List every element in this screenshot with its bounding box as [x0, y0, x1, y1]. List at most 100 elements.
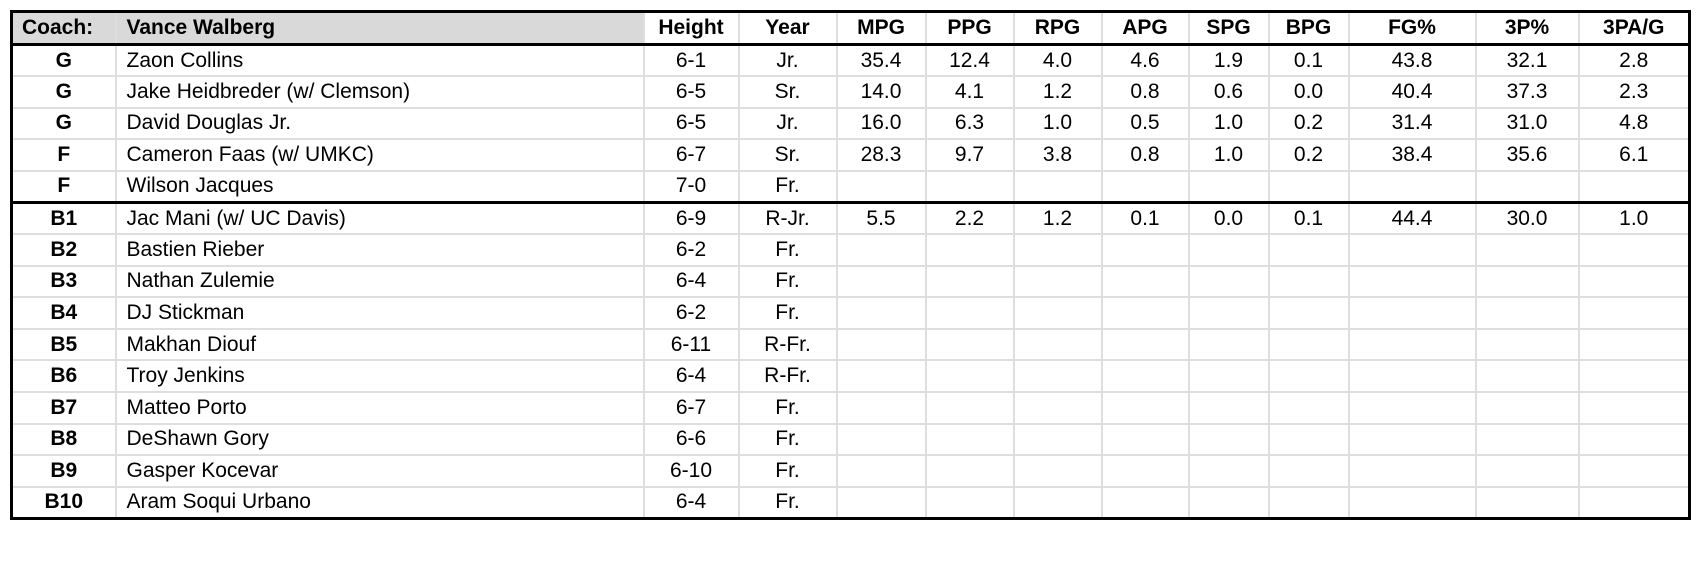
mpg-cell[interactable] — [835, 264, 927, 299]
bpg-cell[interactable] — [1267, 485, 1350, 520]
spg-cell[interactable] — [1187, 454, 1270, 488]
height-cell[interactable]: 6-7 — [642, 391, 740, 425]
column-header-height[interactable]: Height — [642, 10, 740, 46]
ppg-cell[interactable] — [924, 359, 1015, 394]
position-cell[interactable]: B6 — [10, 359, 117, 394]
ppg-cell[interactable] — [924, 296, 1015, 330]
player-name-cell[interactable]: Matteo Porto — [114, 391, 645, 425]
column-header-apg[interactable]: APG — [1100, 10, 1190, 46]
position-cell[interactable]: B5 — [10, 327, 117, 362]
spg-cell[interactable] — [1187, 327, 1270, 362]
year-cell[interactable]: Fr. — [737, 233, 838, 267]
fg-pct-cell[interactable]: 38.4 — [1347, 138, 1477, 172]
year-cell[interactable]: Jr. — [737, 106, 838, 141]
ppg-cell[interactable] — [924, 233, 1015, 267]
apg-cell[interactable] — [1100, 327, 1190, 362]
column-header-ppg[interactable]: PPG — [924, 10, 1015, 46]
3pa-g-cell[interactable] — [1577, 233, 1691, 267]
ppg-cell[interactable] — [924, 485, 1015, 520]
mpg-cell[interactable] — [835, 454, 927, 488]
bpg-cell[interactable]: 0.1 — [1267, 201, 1350, 236]
player-name-cell[interactable]: Bastien Rieber — [114, 233, 645, 267]
coach-name-cell[interactable]: Vance Walberg — [114, 10, 645, 46]
3pa-g-cell[interactable] — [1577, 327, 1691, 362]
year-cell[interactable]: R-Fr. — [737, 359, 838, 394]
spg-cell[interactable] — [1187, 485, 1270, 520]
height-cell[interactable]: 6-5 — [642, 106, 740, 141]
3p-pct-cell[interactable] — [1474, 485, 1580, 520]
3pa-g-cell[interactable] — [1577, 454, 1691, 488]
rpg-cell[interactable] — [1012, 454, 1103, 488]
fg-pct-cell[interactable]: 40.4 — [1347, 75, 1477, 109]
ppg-cell[interactable]: 4.1 — [924, 75, 1015, 109]
3pa-g-cell[interactable] — [1577, 485, 1691, 520]
position-cell[interactable]: B8 — [10, 422, 117, 457]
year-cell[interactable]: Sr. — [737, 75, 838, 109]
position-cell[interactable]: G — [10, 43, 117, 78]
rpg-cell[interactable]: 1.2 — [1012, 75, 1103, 109]
fg-pct-cell[interactable] — [1347, 327, 1477, 362]
position-cell[interactable]: G — [10, 75, 117, 109]
3p-pct-cell[interactable] — [1474, 391, 1580, 425]
player-name-cell[interactable]: Wilson Jacques — [114, 169, 645, 204]
height-cell[interactable]: 6-2 — [642, 296, 740, 330]
bpg-cell[interactable] — [1267, 391, 1350, 425]
spg-cell[interactable] — [1187, 359, 1270, 394]
bpg-cell[interactable]: 0.2 — [1267, 138, 1350, 172]
apg-cell[interactable] — [1100, 233, 1190, 267]
mpg-cell[interactable] — [835, 296, 927, 330]
spg-cell[interactable] — [1187, 264, 1270, 299]
3pa-g-cell[interactable] — [1577, 359, 1691, 394]
3p-pct-cell[interactable]: 32.1 — [1474, 43, 1580, 78]
apg-cell[interactable]: 0.1 — [1100, 201, 1190, 236]
bpg-cell[interactable]: 0.1 — [1267, 43, 1350, 78]
apg-cell[interactable] — [1100, 359, 1190, 394]
3pa-g-cell[interactable]: 2.8 — [1577, 43, 1691, 78]
apg-cell[interactable]: 4.6 — [1100, 43, 1190, 78]
apg-cell[interactable]: 0.8 — [1100, 75, 1190, 109]
height-cell[interactable]: 6-7 — [642, 138, 740, 172]
bpg-cell[interactable] — [1267, 264, 1350, 299]
player-name-cell[interactable]: David Douglas Jr. — [114, 106, 645, 141]
height-cell[interactable]: 6-1 — [642, 43, 740, 78]
rpg-cell[interactable] — [1012, 169, 1103, 204]
bpg-cell[interactable] — [1267, 422, 1350, 457]
rpg-cell[interactable] — [1012, 359, 1103, 394]
spg-cell[interactable] — [1187, 233, 1270, 267]
year-cell[interactable]: R-Jr. — [737, 201, 838, 236]
spg-cell[interactable]: 1.9 — [1187, 43, 1270, 78]
3p-pct-cell[interactable] — [1474, 454, 1580, 488]
3pa-g-cell[interactable] — [1577, 264, 1691, 299]
3p-pct-cell[interactable]: 30.0 — [1474, 201, 1580, 236]
3p-pct-cell[interactable]: 35.6 — [1474, 138, 1580, 172]
year-cell[interactable]: Sr. — [737, 138, 838, 172]
player-name-cell[interactable]: Nathan Zulemie — [114, 264, 645, 299]
fg-pct-cell[interactable] — [1347, 359, 1477, 394]
3pa-g-cell[interactable]: 4.8 — [1577, 106, 1691, 141]
ppg-cell[interactable]: 9.7 — [924, 138, 1015, 172]
rpg-cell[interactable] — [1012, 296, 1103, 330]
fg-pct-cell[interactable] — [1347, 264, 1477, 299]
height-cell[interactable]: 6-9 — [642, 201, 740, 236]
ppg-cell[interactable]: 2.2 — [924, 201, 1015, 236]
year-cell[interactable]: R-Fr. — [737, 327, 838, 362]
fg-pct-cell[interactable]: 31.4 — [1347, 106, 1477, 141]
rpg-cell[interactable] — [1012, 233, 1103, 267]
apg-cell[interactable] — [1100, 485, 1190, 520]
year-cell[interactable]: Jr. — [737, 43, 838, 78]
fg-pct-cell[interactable] — [1347, 296, 1477, 330]
mpg-cell[interactable] — [835, 422, 927, 457]
apg-cell[interactable]: 0.5 — [1100, 106, 1190, 141]
column-header-rpg[interactable]: RPG — [1012, 10, 1103, 46]
fg-pct-cell[interactable]: 43.8 — [1347, 43, 1477, 78]
mpg-cell[interactable] — [835, 359, 927, 394]
player-name-cell[interactable]: Jac Mani (w/ UC Davis) — [114, 201, 645, 236]
fg-pct-cell[interactable] — [1347, 169, 1477, 204]
spg-cell[interactable] — [1187, 391, 1270, 425]
position-cell[interactable]: B10 — [10, 485, 117, 520]
mpg-cell[interactable]: 14.0 — [835, 75, 927, 109]
3p-pct-cell[interactable] — [1474, 359, 1580, 394]
bpg-cell[interactable] — [1267, 233, 1350, 267]
column-header-3p-pct[interactable]: 3P% — [1474, 10, 1580, 46]
apg-cell[interactable] — [1100, 391, 1190, 425]
